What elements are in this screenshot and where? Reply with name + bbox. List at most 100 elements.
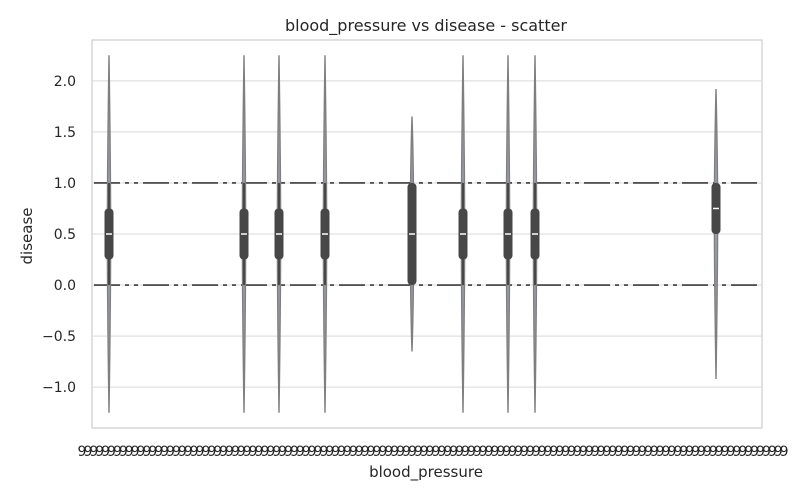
x-tick-label: 9 <box>243 444 252 460</box>
x-tick-label: 9 <box>673 444 682 460</box>
x-tick-label: 9 <box>432 444 441 460</box>
x-tick-label: 9 <box>420 444 429 460</box>
x-tick-label: 9 <box>561 444 570 460</box>
y-tick-label: 1.5 <box>54 125 76 141</box>
x-tick-label: 9 <box>426 444 435 460</box>
x-tick-label: 9 <box>679 444 688 460</box>
x-tick-label: 9 <box>738 444 747 460</box>
x-tick-label: 9 <box>325 444 334 460</box>
y-tick-label: 0.0 <box>54 278 76 294</box>
x-tick-label: 9 <box>148 444 157 460</box>
x-tick-label: 9 <box>83 444 92 460</box>
x-tick-label: 9 <box>278 444 287 460</box>
x-tick-label: 9 <box>502 444 511 460</box>
x-tick-label: 9 <box>255 444 264 460</box>
x-tick-label: 9 <box>703 444 712 460</box>
x-tick-label: 9 <box>237 444 246 460</box>
x-tick-label: 9 <box>437 444 446 460</box>
x-tick-label: 9 <box>727 444 736 460</box>
y-tick-label: −0.5 <box>42 329 76 345</box>
x-tick-label: 9 <box>461 444 470 460</box>
x-tick-label: 9 <box>272 444 281 460</box>
x-tick-label: 9 <box>290 444 299 460</box>
x-tick-label: 9 <box>390 444 399 460</box>
x-tick-label: 9 <box>644 444 653 460</box>
x-tick-label: 9 <box>119 444 128 460</box>
x-tick-label: 9 <box>378 444 387 460</box>
x-tick-label: 9 <box>160 444 169 460</box>
x-tick-label: 9 <box>302 444 311 460</box>
x-tick-label: 9 <box>166 444 175 460</box>
y-tick-label: 2.0 <box>54 74 76 90</box>
x-tick-label: 9 <box>744 444 753 460</box>
x-tick-label: 9 <box>567 444 576 460</box>
x-axis-label: blood_pressure <box>369 463 483 482</box>
chart-title: blood_pressure vs disease - scatter <box>285 16 567 36</box>
x-tick-label: 9 <box>609 444 618 460</box>
x-tick-label: 9 <box>314 444 323 460</box>
x-tick-label: 9 <box>774 444 783 460</box>
x-tick-label: 9 <box>331 444 340 460</box>
x-tick-label: 9 <box>485 444 494 460</box>
x-tick-label: 9 <box>603 444 612 460</box>
x-tick-label: 9 <box>691 444 700 460</box>
x-tick-label: 9 <box>95 444 104 460</box>
x-tick-label: 9 <box>685 444 694 460</box>
x-tick-label: 9 <box>219 444 228 460</box>
x-tick-label: 9 <box>131 444 140 460</box>
x-tick-label: 9 <box>373 444 382 460</box>
x-tick-label: 9 <box>184 444 193 460</box>
x-tick-label: 9 <box>231 444 240 460</box>
x-tick-label: 9 <box>597 444 606 460</box>
x-tick-label: 9 <box>526 444 535 460</box>
x-tick-label: 9 <box>614 444 623 460</box>
x-tick-label: 9 <box>555 444 564 460</box>
x-tick-label: 9 <box>715 444 724 460</box>
x-tick-label: 9 <box>479 444 488 460</box>
x-tick-label: 9 <box>532 444 541 460</box>
x-tick-label: 9 <box>579 444 588 460</box>
x-tick-label: 9 <box>626 444 635 460</box>
x-tick-label: 9 <box>520 444 529 460</box>
x-tick-label: 9 <box>585 444 594 460</box>
x-tick-label: 9 <box>550 444 559 460</box>
x-tick-label: 9 <box>573 444 582 460</box>
y-axis-label: disease <box>18 208 36 265</box>
x-tick-label: 9 <box>762 444 771 460</box>
x-tick-label: 9 <box>284 444 293 460</box>
y-tick-label: −1.0 <box>42 380 76 396</box>
x-tick-label: 9 <box>201 444 210 460</box>
x-tick-label: 9 <box>225 444 234 460</box>
x-tick-label: 9 <box>355 444 364 460</box>
x-tick-label: 9 <box>349 444 358 460</box>
x-tick-label: 9 <box>768 444 777 460</box>
x-tick-label: 9 <box>750 444 759 460</box>
x-tick-label: 9 <box>496 444 505 460</box>
x-tick-label: 9 <box>249 444 258 460</box>
x-tick-label: 9 <box>178 444 187 460</box>
x-tick-label: 9 <box>384 444 393 460</box>
x-tick-label: 9 <box>455 444 464 460</box>
x-tick-label: 9 <box>367 444 376 460</box>
x-tick-label: 9 <box>337 444 346 460</box>
x-tick-label: 9 <box>668 444 677 460</box>
x-tick-label: 9 <box>396 444 405 460</box>
x-tick-label: 9 <box>154 444 163 460</box>
x-tick-label: 9 <box>125 444 134 460</box>
x-tick-label: 9 <box>473 444 482 460</box>
x-tick-label: 9 <box>89 444 98 460</box>
x-tick-label: 9 <box>308 444 317 460</box>
x-tick-label: 9 <box>443 444 452 460</box>
x-tick-label: 9 <box>467 444 476 460</box>
x-tick-label: 9 <box>266 444 275 460</box>
x-tick-label: 9 <box>414 444 423 460</box>
x-tick-label: 9 <box>656 444 665 460</box>
x-tick-label: 9 <box>319 444 328 460</box>
x-tick-label: 9 <box>207 444 216 460</box>
x-tick-label: 9 <box>544 444 553 460</box>
x-tick-label: 9 <box>408 444 417 460</box>
x-tick-label: 9 <box>260 444 269 460</box>
x-tick-label: 9 <box>721 444 730 460</box>
x-tick-label: 9 <box>650 444 659 460</box>
